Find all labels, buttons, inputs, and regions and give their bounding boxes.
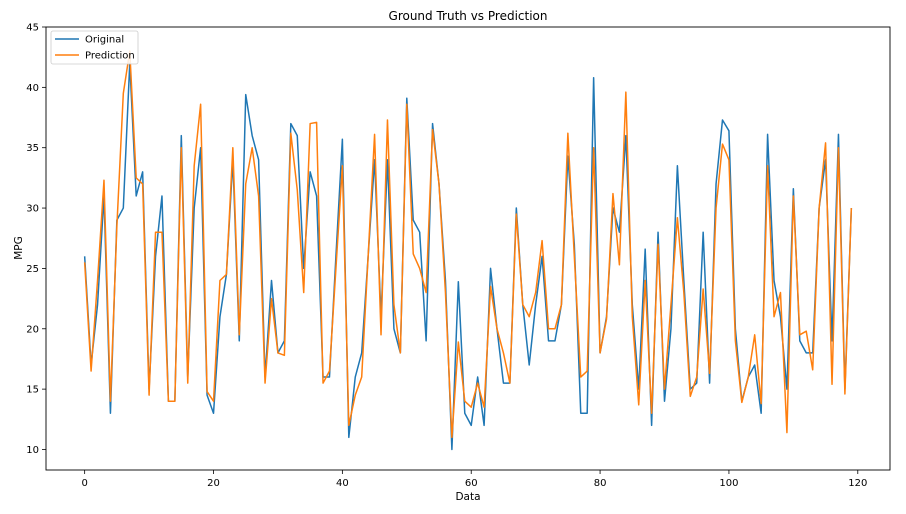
x-tick-label: 80 xyxy=(594,478,607,489)
y-tick-label: 35 xyxy=(26,143,39,154)
legend-original-label: Original xyxy=(85,35,124,46)
x-axis: 0 20 40 60 80 100 120 xyxy=(81,470,867,489)
legend: Original Prediction xyxy=(50,30,139,65)
y-tick-label: 10 xyxy=(26,445,39,456)
x-tick-label: 60 xyxy=(465,478,478,489)
chart-title: Ground Truth vs Prediction xyxy=(389,9,548,23)
x-tick-label: 40 xyxy=(336,478,349,489)
x-tick-label: 120 xyxy=(848,478,867,489)
series-line-prediction xyxy=(83,50,853,439)
y-tick-label: 15 xyxy=(26,385,39,396)
y-tick-label: 20 xyxy=(26,324,39,335)
y-tick-label: 25 xyxy=(26,264,39,275)
series-line-original xyxy=(83,62,853,451)
y-tick-label: 45 xyxy=(26,23,39,34)
y-tick-label: 40 xyxy=(26,83,39,94)
plot-frame xyxy=(45,26,891,471)
x-axis-label: Data xyxy=(455,491,480,503)
x-tick-label: 100 xyxy=(719,478,738,489)
y-axis: 10 15 20 25 30 35 40 45 xyxy=(26,23,46,456)
y-axis-label: MPG xyxy=(13,236,25,260)
plot-lines xyxy=(83,50,853,451)
x-tick-label: 20 xyxy=(207,478,220,489)
y-tick-label: 30 xyxy=(26,204,39,215)
legend-prediction-label: Prediction xyxy=(85,51,135,62)
x-tick-label: 0 xyxy=(81,478,87,489)
